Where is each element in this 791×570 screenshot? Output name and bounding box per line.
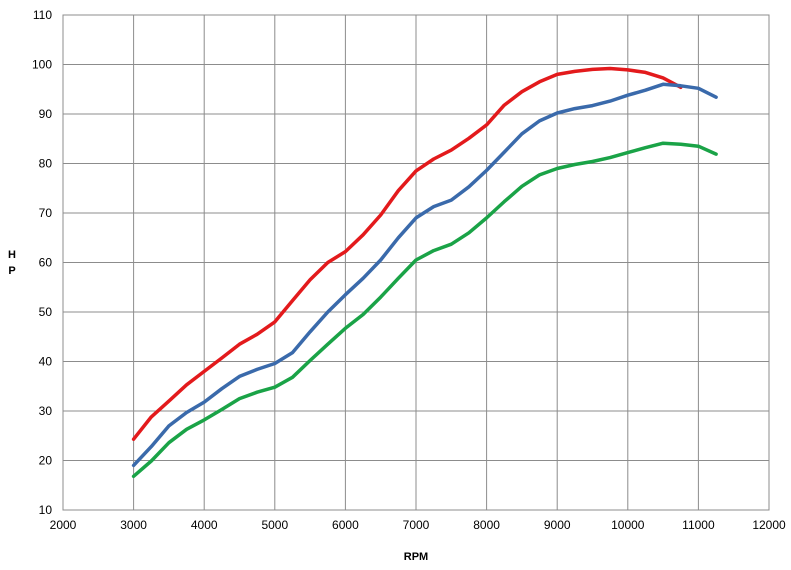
- y-tick-label: 60: [39, 256, 53, 270]
- x-tick-label: 7000: [403, 518, 430, 532]
- x-tick-label: 12000: [752, 518, 786, 532]
- x-axis-title: RPM: [404, 551, 428, 563]
- y-tick-label: 100: [32, 58, 52, 72]
- series-line-2: [131, 82, 718, 468]
- series-line-1: [131, 66, 683, 441]
- x-tick-label: 3000: [120, 518, 147, 532]
- y-tick-label: 20: [39, 454, 53, 468]
- x-tick-label: 8000: [473, 518, 500, 532]
- series-group: [131, 66, 718, 479]
- y-axis-title-char: P: [8, 265, 15, 277]
- x-tick-label: 6000: [332, 518, 359, 532]
- y-tick-label: 40: [39, 355, 53, 369]
- plot-area-border: [62, 14, 770, 511]
- y-tick-label: 80: [39, 157, 53, 171]
- x-tick-label: 2000: [50, 518, 77, 532]
- y-axis-tick-labels: 10 20 30 40 50 60 70 80 90 100 110: [32, 8, 52, 517]
- x-tick-label: 5000: [261, 518, 288, 532]
- y-tick-label: 50: [39, 305, 53, 319]
- x-tick-label: 4000: [191, 518, 218, 532]
- x-axis-tick-labels: 2000 3000 4000 5000 6000 7000 8000 9000 10000 110…: [50, 518, 786, 532]
- x-tick-label: 10000: [611, 518, 645, 532]
- y-tick-label: 30: [39, 404, 53, 418]
- y-tick-label: 110: [33, 8, 52, 22]
- y-axis-title-char: H: [8, 249, 16, 261]
- x-tick-label: 9000: [544, 518, 571, 532]
- y-tick-label: 90: [39, 107, 53, 121]
- y-tick-label: 70: [39, 206, 53, 220]
- y-tick-label: 10: [39, 503, 53, 517]
- x-tick-label: 11000: [682, 518, 715, 532]
- series-line-3: [131, 141, 718, 479]
